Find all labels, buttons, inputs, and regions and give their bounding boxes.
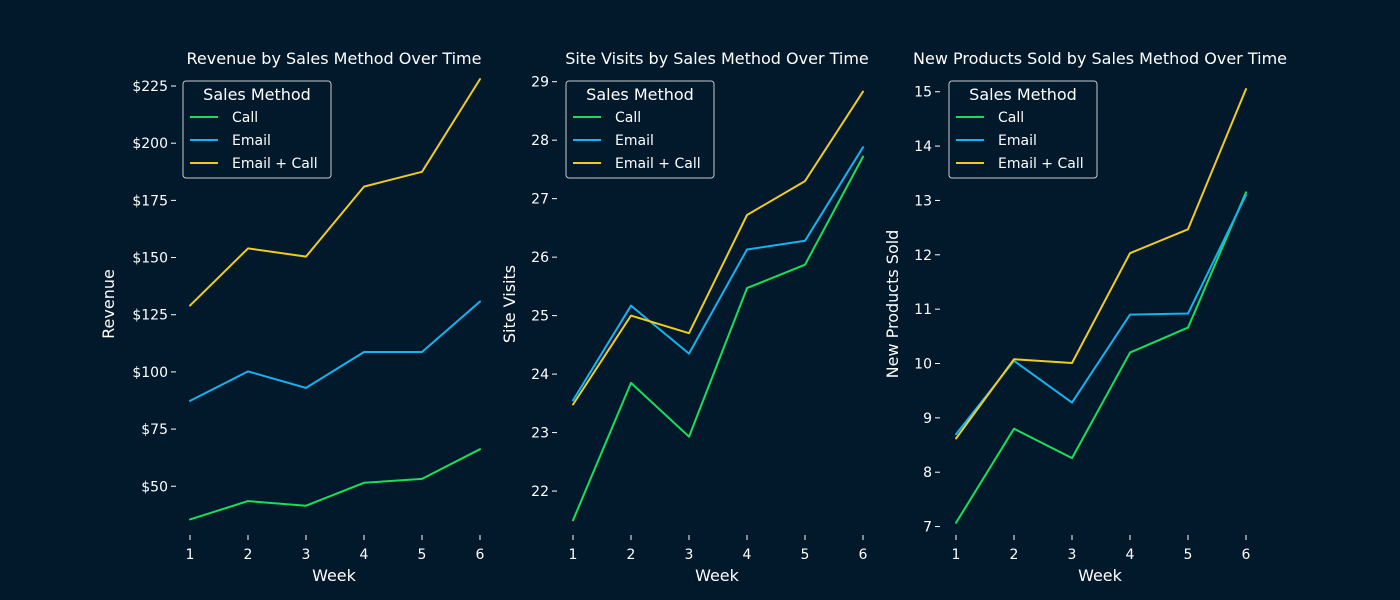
x-tick-label: 5: [1184, 547, 1193, 563]
y-tick-label: 15: [914, 85, 932, 101]
y-tick-label: 28: [531, 133, 549, 149]
legend: Sales Method Call Email Email + Call: [948, 80, 1098, 179]
y-tick-label: 22: [531, 484, 549, 500]
legend-entry: Email + Call: [232, 156, 318, 172]
chart-title: New Products Sold by Sales Method Over T…: [913, 49, 1287, 68]
legend: Sales Method Call Email Email + Call: [565, 80, 715, 179]
y-tick-label: 9: [923, 411, 932, 427]
chart-title: Revenue by Sales Method Over Time: [187, 49, 482, 68]
legend-entry: Email: [998, 133, 1037, 149]
x-axis-label: Week: [1078, 566, 1123, 585]
x-axis-label: Week: [695, 566, 740, 585]
legend: Sales Method Call Email Email + Call: [182, 80, 332, 179]
x-tick-label: 1: [952, 547, 961, 563]
x-tick-label: 5: [801, 547, 810, 563]
x-tick-label: 3: [685, 547, 694, 563]
y-axis-label: Revenue: [99, 269, 118, 339]
x-tick-label: 5: [418, 547, 427, 563]
y-tick-label: $75: [141, 422, 168, 438]
x-axis-label: Week: [312, 566, 357, 585]
y-tick-label: 14: [914, 139, 932, 155]
y-tick-label: 12: [914, 248, 932, 264]
x-tick-label: 6: [1242, 547, 1251, 563]
x-tick-label: 1: [186, 547, 195, 563]
y-axis-label: Site Visits: [500, 265, 519, 343]
y-tick-label: 25: [531, 309, 549, 325]
chart-title: Site Visits by Sales Method Over Time: [565, 49, 869, 68]
legend-entry: Email: [615, 133, 654, 149]
series-line-call: [189, 448, 481, 521]
y-tick-label: 10: [914, 357, 932, 373]
legend-title: Sales Method: [203, 85, 311, 104]
y-tick-label: $200: [132, 136, 168, 152]
series-line-email: [572, 146, 864, 402]
y-tick-label: 24: [531, 367, 549, 383]
x-tick-label: 2: [627, 547, 636, 563]
y-tick-label: $50: [141, 479, 168, 495]
series-line-email-call: [189, 78, 481, 307]
y-tick-label: $225: [132, 79, 168, 95]
y-tick-label: 7: [923, 520, 932, 536]
y-tick-label: $175: [132, 193, 168, 209]
chart-panel-2: Site Visits by Sales Method Over Time222…: [500, 49, 869, 585]
legend-entry: Call: [232, 110, 258, 126]
x-tick-label: 4: [360, 547, 369, 563]
legend-entry: Call: [998, 110, 1024, 126]
x-tick-label: 1: [569, 547, 578, 563]
y-tick-label: 11: [914, 302, 932, 318]
y-axis-label: New Products Sold: [883, 230, 902, 379]
series-line-call: [572, 155, 864, 522]
chart-panel-3: New Products Sold by Sales Method Over T…: [883, 49, 1287, 585]
y-tick-label: 27: [531, 192, 549, 208]
x-tick-label: 4: [743, 547, 752, 563]
legend-box: [182, 80, 332, 179]
x-tick-label: 2: [244, 547, 253, 563]
y-tick-label: 13: [914, 193, 932, 209]
x-tick-label: 6: [859, 547, 868, 563]
legend-box: [948, 80, 1098, 179]
x-tick-label: 3: [1068, 547, 1077, 563]
series-line-email: [189, 300, 481, 402]
legend-entry: Call: [615, 110, 641, 126]
y-tick-label: $150: [132, 251, 168, 267]
legend-entry: Email + Call: [998, 156, 1084, 172]
y-tick-label: 29: [531, 75, 549, 91]
y-tick-label: $100: [132, 365, 168, 381]
x-tick-label: 4: [1126, 547, 1135, 563]
y-tick-label: 8: [923, 465, 932, 481]
x-tick-label: 2: [1010, 547, 1019, 563]
chart-panel-1: Revenue by Sales Method Over Time $50 $75 $…: [99, 49, 485, 585]
y-tick-label: 23: [531, 426, 549, 442]
legend-entry: Email: [232, 133, 271, 149]
x-tick-label: 3: [302, 547, 311, 563]
legend-box: [565, 80, 715, 179]
legend-title: Sales Method: [969, 85, 1077, 104]
legend-entry: Email + Call: [615, 156, 701, 172]
x-tick-label: 6: [476, 547, 485, 563]
series-line-call: [955, 191, 1247, 524]
series-line-email-call: [955, 88, 1247, 440]
series-line-email-call: [572, 90, 864, 406]
legend-title: Sales Method: [586, 85, 694, 104]
y-tick-label: 26: [531, 250, 549, 266]
y-tick-label: $125: [132, 308, 168, 324]
